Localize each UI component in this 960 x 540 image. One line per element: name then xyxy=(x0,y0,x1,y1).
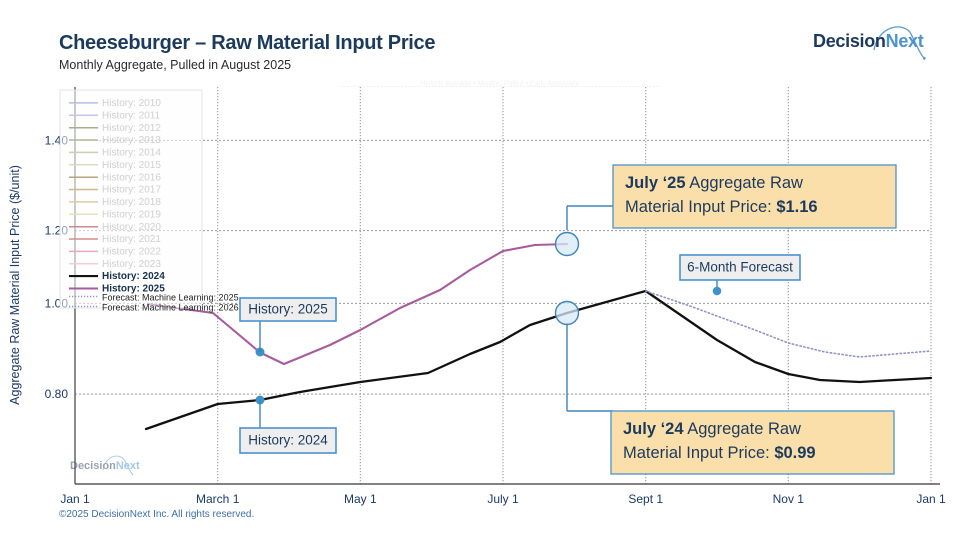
svg-text:History: 2010: History: 2010 xyxy=(102,98,161,109)
svg-text:History: 2023: History: 2023 xyxy=(102,259,161,270)
svg-text:History: 2013: History: 2013 xyxy=(102,135,161,146)
svg-text:Historic Average • Monthly Pul: Historic Average • Monthly Pulled • Earl… xyxy=(420,81,579,88)
svg-text:Forecast: Machine Learning: 20: Forecast: Machine Learning: 2026 xyxy=(102,302,239,312)
svg-text:6-Month Forecast: 6-Month Forecast xyxy=(687,260,793,275)
svg-text:July 1: July 1 xyxy=(487,492,519,506)
svg-text:Nov 1: Nov 1 xyxy=(773,492,805,506)
svg-text:Sept 1: Sept 1 xyxy=(628,492,663,506)
svg-text:Jan 1: Jan 1 xyxy=(60,492,90,506)
svg-text:July ‘24 Aggregate Raw: July ‘24 Aggregate Raw xyxy=(623,420,801,438)
svg-text:Aggregate Raw Material Input P: Aggregate Raw Material Input Price ($/un… xyxy=(8,165,22,405)
svg-text:Jan 1: Jan 1 xyxy=(916,492,946,506)
svg-text:History: 2014: History: 2014 xyxy=(102,148,161,159)
svg-text:History: 2021: History: 2021 xyxy=(102,234,161,245)
svg-text:Material Input Price: $0.99: Material Input Price: $0.99 xyxy=(623,444,816,462)
svg-text:History: 2019: History: 2019 xyxy=(102,209,161,220)
svg-text:DecisionNext: DecisionNext xyxy=(70,460,140,472)
svg-text:History: 2015: History: 2015 xyxy=(102,160,161,171)
svg-text:History: 2018: History: 2018 xyxy=(102,197,161,208)
svg-text:History: 2011: History: 2011 xyxy=(102,110,161,121)
svg-text:0.80: 0.80 xyxy=(45,387,69,401)
svg-text:May 1: May 1 xyxy=(344,492,377,506)
svg-text:July ‘25 Aggregate Raw: July ‘25 Aggregate Raw xyxy=(625,174,803,192)
svg-text:History: 2020: History: 2020 xyxy=(102,222,161,233)
svg-text:History: 2017: History: 2017 xyxy=(102,185,161,196)
svg-text:History: 2024: History: 2024 xyxy=(102,271,165,282)
svg-text:March 1: March 1 xyxy=(196,492,240,506)
svg-text:History: 2022: History: 2022 xyxy=(102,247,161,258)
svg-text:History: 2012: History: 2012 xyxy=(102,123,161,134)
svg-text:History: 2025: History: 2025 xyxy=(248,302,328,317)
svg-text:History: 2016: History: 2016 xyxy=(102,172,161,183)
svg-text:History: 2024: History: 2024 xyxy=(248,433,328,448)
svg-text:Forecast: Machine Learning: 20: Forecast: Machine Learning: 2025 xyxy=(102,292,239,302)
svg-text:Material Input Price: $1.16: Material Input Price: $1.16 xyxy=(625,198,818,216)
